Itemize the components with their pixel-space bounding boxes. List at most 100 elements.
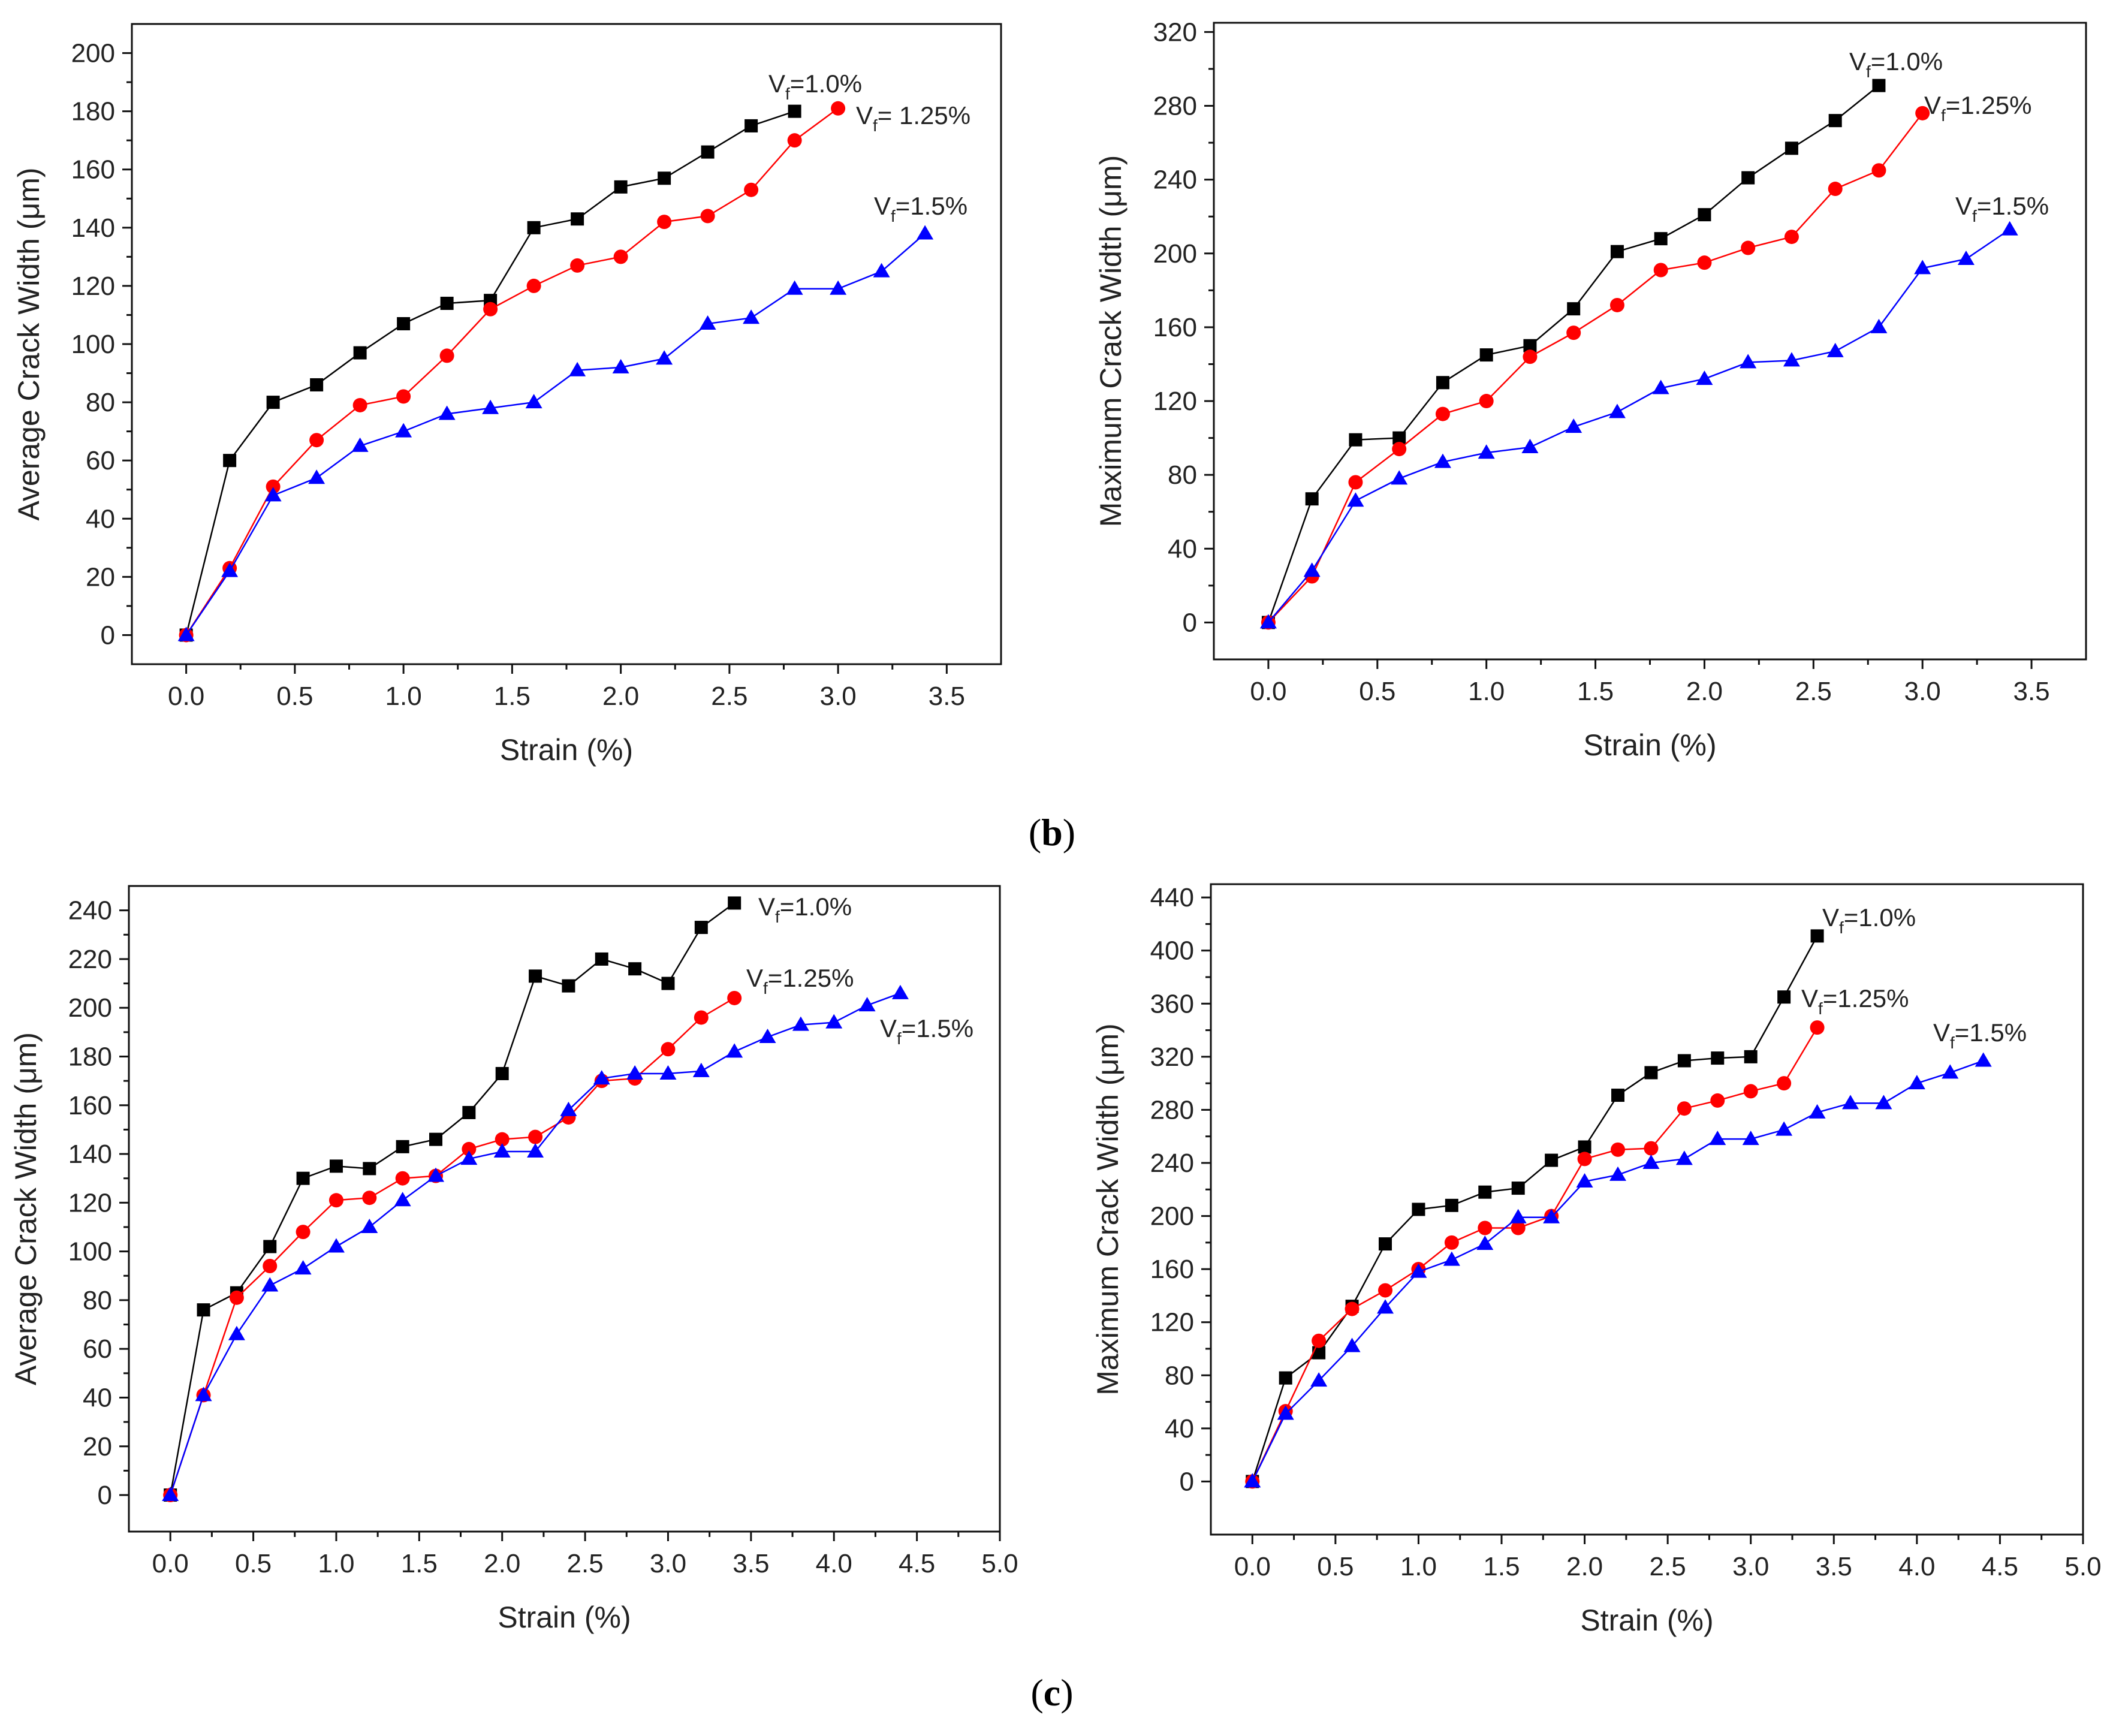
x-axis-title: Strain (%): [1583, 728, 1716, 762]
data-point-square: [1511, 1182, 1525, 1195]
data-point-square: [1785, 141, 1798, 155]
series-label: Vf=1.25%: [1924, 91, 2031, 125]
series-label-sub: f: [873, 116, 878, 135]
data-point-triangle: [308, 469, 325, 484]
data-point-triangle: [699, 315, 716, 330]
data-point-triangle: [1244, 1473, 1261, 1488]
data-point-square: [1349, 433, 1363, 447]
series-label-rest: = 1.25%: [878, 101, 970, 129]
data-point-triangle: [1277, 1405, 1294, 1420]
data-point-circle: [1611, 1142, 1625, 1157]
data-point-triangle: [1509, 1208, 1527, 1223]
data-point-square: [571, 212, 584, 226]
data-point-circle: [787, 133, 802, 148]
data-point-triangle: [1740, 354, 1757, 369]
data-point-circle: [328, 1193, 343, 1208]
data-point-circle: [266, 479, 281, 494]
data-point-circle: [1478, 1220, 1493, 1235]
y-tick-label: 280: [1150, 1095, 1194, 1125]
x-tick-label: 3.5: [2013, 677, 2049, 706]
data-point-triangle: [1675, 1150, 1693, 1165]
series-label-rest: =1.25%: [768, 964, 854, 992]
series-label-rest: =1.0%: [1871, 47, 1943, 76]
charts-root: 0.0 0.5 1.0 1.5 2.0 2.5 3.0 3.5 0 20 40 60 80 100 120 1…: [9, 17, 2102, 1637]
data-point-circle: [1511, 1220, 1526, 1235]
data-point-circle: [462, 1141, 477, 1156]
data-point-circle: [395, 1171, 410, 1186]
series-label: Vf=1.5%: [1955, 192, 2049, 225]
y-tick-label: 440: [1150, 883, 1194, 912]
series-label: Vf=1.5%: [1933, 1018, 2027, 1052]
data-point-circle: [744, 182, 759, 197]
x-tick-label: 1.0: [1400, 1552, 1437, 1581]
y-tick-label: 360: [1150, 989, 1194, 1018]
x-tick-label: 0.5: [276, 682, 313, 711]
x-tick-label: 2.5: [1650, 1552, 1686, 1581]
data-point-circle: [1697, 255, 1712, 270]
data-point-square: [329, 1159, 343, 1173]
y-tick-label: 100: [71, 330, 115, 359]
series-label-main: V: [758, 893, 775, 921]
series-line: [170, 992, 901, 1496]
data-point-circle: [309, 433, 324, 448]
series-label-sub: f: [897, 1029, 902, 1048]
x-tick-label: 4.5: [1982, 1552, 2018, 1581]
data-point-triangle: [221, 562, 239, 577]
y-tick-label: 0: [1183, 608, 1197, 637]
data-point-circle: [1777, 1076, 1792, 1091]
data-point-triangle: [759, 1028, 776, 1043]
data-point-triangle: [482, 399, 499, 414]
plot-frame: [1210, 883, 2084, 1536]
series-label-main: V: [768, 70, 785, 98]
data-point-triangle: [1696, 370, 1713, 385]
caption-c-close: ): [1060, 1671, 1073, 1714]
series-line: [185, 233, 926, 636]
data-point-circle: [296, 1225, 311, 1240]
data-point-triangle: [1521, 439, 1539, 453]
data-point-square: [788, 104, 801, 118]
series-label-sub: f: [1839, 918, 1844, 937]
x-tick-label: 3.5: [1816, 1552, 1852, 1581]
data-point-triangle: [917, 225, 934, 240]
data-point-circle: [694, 1010, 709, 1025]
y-tick-label: 200: [68, 993, 112, 1023]
data-point-circle: [362, 1191, 377, 1205]
x-tick-label: 5.0: [2064, 1552, 2101, 1581]
data-point-triangle: [1808, 1104, 1826, 1119]
x-tick-label: 3.5: [733, 1549, 769, 1578]
y-tick-label: 320: [1150, 1042, 1194, 1072]
data-point-triangle: [1391, 470, 1408, 485]
data-point-square: [658, 171, 671, 185]
x-tick-label: 0.0: [1234, 1552, 1271, 1581]
data-point-triangle: [438, 405, 456, 420]
data-point-triangle: [656, 350, 673, 365]
plot-frame: [128, 885, 1001, 1533]
caption-c-letter: c: [1044, 1671, 1060, 1714]
data-point-square: [1312, 1346, 1326, 1360]
y-tick-label: 240: [1153, 165, 1197, 195]
data-point-square: [1654, 232, 1668, 246]
data-point-circle: [1378, 1283, 1392, 1298]
series-label-main: V: [1801, 984, 1818, 1012]
data-point-square: [701, 145, 715, 159]
data-point-triangle: [726, 1043, 743, 1058]
data-point-circle: [1444, 1235, 1459, 1250]
data-point-triangle: [351, 437, 369, 452]
series-label-sub: f: [891, 207, 896, 225]
x-tick-label: 0.5: [1317, 1552, 1354, 1581]
data-point-square: [1412, 1202, 1425, 1216]
series-label-rest: =1.5%: [896, 192, 967, 220]
series-label-rest: =1.0%: [780, 893, 852, 921]
y-tick-label: 220: [68, 945, 112, 974]
series-triangle: [1244, 1052, 1992, 1488]
data-point-triangle: [891, 984, 909, 999]
caption-c-open: (: [1030, 1671, 1043, 1714]
y-tick-label: 400: [1150, 936, 1194, 966]
y-tick-label: 80: [86, 388, 115, 417]
data-point-triangle: [1377, 1299, 1394, 1314]
x-axis-title: Strain (%): [1580, 1604, 1713, 1637]
data-point-triangle: [1942, 1064, 1959, 1079]
y-tick-label: 80: [83, 1286, 112, 1315]
data-point-triangle: [1742, 1131, 1759, 1146]
